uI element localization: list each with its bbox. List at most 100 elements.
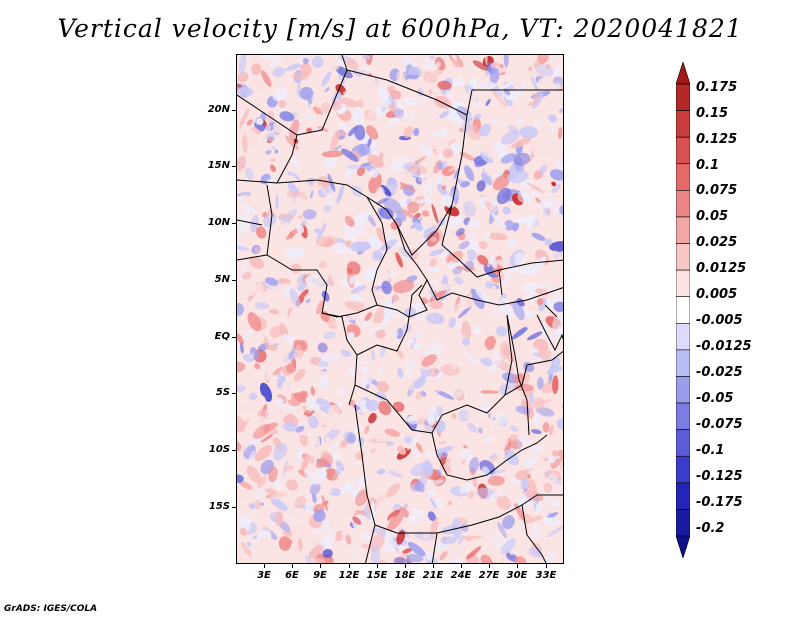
field-blob [375,494,388,504]
field-blob [432,278,438,292]
map-title: Vertical velocity [m/s] at 600hPa, VT: 2… [57,14,743,43]
lat-label-10s: 10S [208,444,230,455]
field-blob [488,453,496,460]
field-blob [237,212,251,235]
field-blob [487,475,505,486]
field-blob [353,544,359,548]
field-blob [239,342,244,354]
field-blob [476,226,488,236]
field-blob [325,486,333,493]
field-blob [501,64,512,73]
field-blob [436,469,442,477]
field-blob [367,137,372,148]
field-blob [465,474,472,483]
field-blob [282,55,302,65]
lat-label-eq: EQ [214,331,230,342]
field-blob [281,381,292,401]
field-blob [281,334,293,342]
field-blob [459,151,476,162]
field-blob [552,375,559,395]
field-blob [298,181,312,194]
field-blob [302,58,309,65]
field-blob [300,62,312,76]
field-blob [542,517,561,526]
field-blob [533,92,539,103]
field-blob [346,164,360,170]
field-blob [555,160,563,170]
field-blob [265,132,276,142]
field-blob [551,450,558,457]
field-blob [414,156,427,165]
field-blob [521,435,526,444]
field-blob [313,509,326,522]
colorbar-band [676,402,690,430]
field-blob [557,55,563,63]
field-blob [269,325,283,339]
field-blob [354,440,360,446]
field-blob [526,182,545,194]
lat-label-15n: 15N [207,160,230,171]
field-blob [421,435,433,454]
colorbar-band [676,243,690,271]
field-blob [240,541,252,558]
field-blob [412,198,434,205]
field-blob [281,214,291,224]
field-blob [426,489,436,498]
field-blob [242,327,257,340]
field-blob [254,363,261,370]
field-blob [450,558,463,563]
field-blob [249,284,257,297]
field-blob [509,55,519,60]
field-blob [464,352,479,366]
field-blob [507,124,520,135]
field-blob [345,168,353,180]
field-blob [561,554,563,563]
field-blob [237,100,247,111]
field-blob [256,415,266,426]
field-blob [308,201,321,211]
field-blob [451,430,461,450]
field-blob [238,55,247,75]
field-blob [294,281,299,289]
field-blob [427,89,433,95]
field-blob [283,465,295,472]
field-blob [445,458,451,464]
field-blob [312,218,319,227]
field-blob [349,241,372,252]
field-blob [526,479,537,500]
field-blob [309,538,320,547]
field-blob [374,442,386,454]
field-blob [383,264,389,275]
lat-tick [232,223,236,224]
lon-label-24e: 24E [450,570,472,581]
field-blob [334,469,341,476]
field-blob [330,131,340,151]
field-blob [538,165,547,175]
lon-label-21e: 21E [422,570,444,581]
field-blob [536,376,544,390]
field-blob [402,548,413,554]
field-blob [450,354,460,371]
colorbar-label: 0.05 [696,209,729,224]
field-blob [415,302,425,322]
field-blob [460,181,470,188]
field-blob [407,164,428,175]
field-blob [425,450,434,458]
lon-tick [377,564,378,568]
field-blob [413,448,421,462]
field-blob [490,403,497,421]
field-blob [339,479,357,495]
field-blob [260,434,274,443]
field-blob [272,120,286,134]
border-line [366,196,388,306]
field-blob [399,182,416,192]
field-blob [282,421,298,432]
field-blob [496,259,508,268]
field-blob [346,268,353,275]
field-blob [308,544,324,558]
field-blob [559,204,563,216]
field-blob [396,71,406,84]
field-blob [332,361,347,375]
field-blob [478,241,488,250]
field-blob [431,203,439,224]
